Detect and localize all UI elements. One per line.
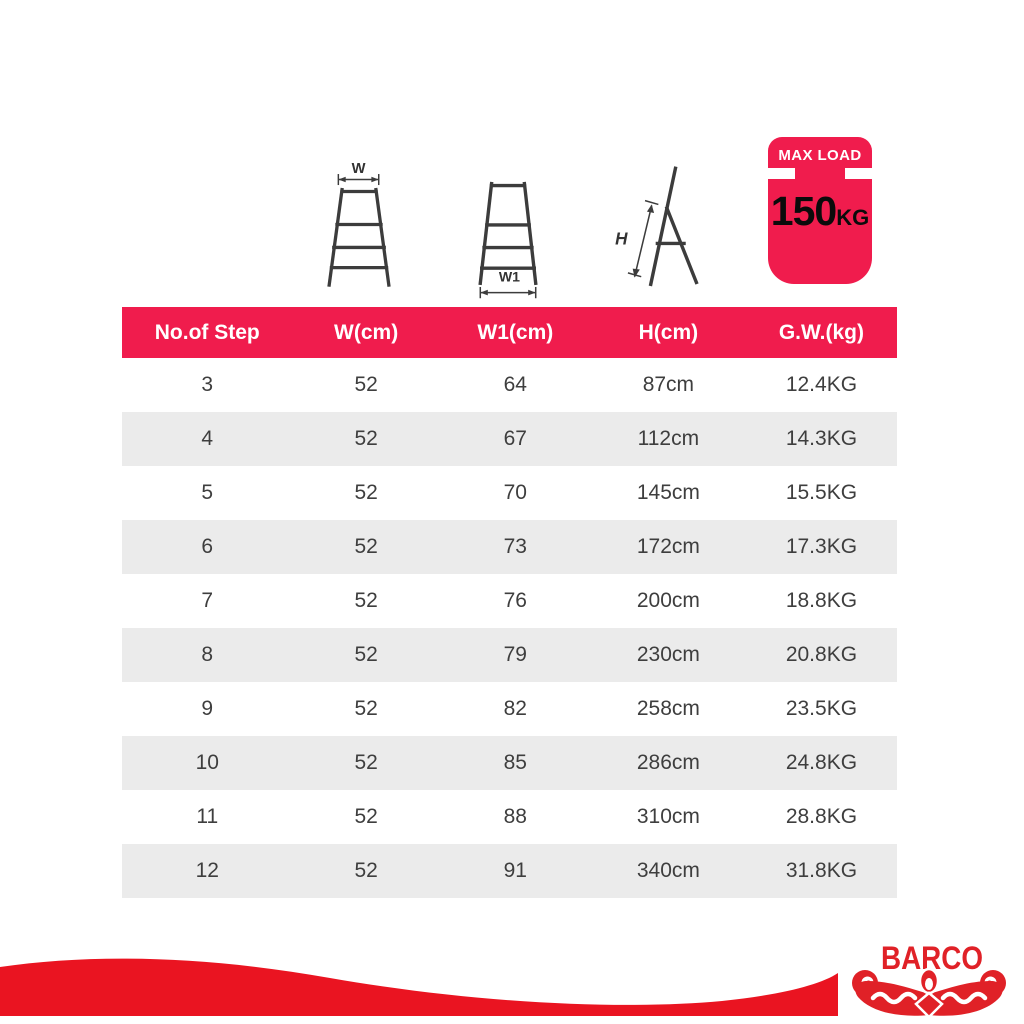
table-cell: 52 (354, 373, 378, 396)
table-cell: 230cm (636, 643, 700, 666)
table-header-cell: H(cm) (638, 320, 699, 344)
logo-ornament (852, 967, 1006, 1019)
table-cell: 79 (503, 643, 527, 666)
table-cell: 112cm (637, 427, 700, 450)
table-cell: 52 (354, 805, 378, 828)
ladder-outline (327, 187, 391, 287)
table-cell: 82 (503, 697, 527, 720)
table-cell: 20.8KG (785, 643, 858, 666)
table-cell: 3 (201, 373, 214, 396)
table-cell: 14.3KG (785, 427, 858, 450)
table-row: 12 52 91 340cm 31.8KG (122, 844, 897, 898)
table-cell: 200cm (636, 589, 700, 612)
table-cell: 52 (354, 643, 378, 666)
table-cell: 258cm (636, 697, 700, 720)
table-cell: 6 (201, 535, 214, 558)
base-width-dimension-label: W1 (499, 268, 520, 284)
table-cell: 7 (201, 589, 214, 612)
barco-logo: BARCO (852, 940, 1006, 1019)
table-header-cell: W1(cm) (477, 320, 554, 344)
max-load-title: MAX LOAD (778, 147, 862, 164)
ladder-outline (478, 181, 538, 286)
badge-notch-right (845, 168, 872, 179)
table-cell: 52 (354, 481, 378, 504)
spec-table-body: 3 52 64 87cm 12.4KG 4 52 67 112cm 14.3KG 5 52 70 145c… (122, 358, 897, 898)
table-row: 10 52 85 286cm 24.8KG (122, 736, 897, 790)
table-cell: 10 (195, 751, 219, 774)
spec-table-header: No.of Step W(cm) W1(cm) H(cm) G.W.(kg) (122, 307, 897, 358)
max-load-unit: KG (836, 205, 870, 230)
table-cell: 52 (354, 589, 378, 612)
table-cell: 23.5KG (785, 697, 858, 720)
table-cell: 87cm (642, 373, 695, 396)
ladder-outline (648, 166, 699, 287)
table-cell: 17.3KG (785, 535, 858, 558)
table-cell: 340cm (636, 859, 700, 882)
table-cell: 67 (503, 427, 527, 450)
max-load-number: 150 (770, 188, 837, 234)
table-cell: 28.8KG (785, 805, 858, 828)
table-header-cell: No.of Step (154, 320, 260, 344)
ladder-base-width-diagram: W1 (478, 181, 538, 299)
table-cell: 52 (354, 859, 378, 882)
max-load-value: 150KG (768, 191, 872, 232)
table-cell: 145cm (636, 481, 700, 504)
table-row: 8 52 79 230cm 20.8KG (122, 628, 897, 682)
table-cell: 52 (354, 427, 378, 450)
table-cell: 85 (503, 751, 527, 774)
table-cell: 52 (354, 697, 378, 720)
table-cell: 5 (201, 481, 214, 504)
table-cell: 8 (201, 643, 214, 666)
table-cell: 12 (195, 859, 219, 882)
table-cell: 52 (354, 751, 378, 774)
spec-table: No.of Step W(cm) W1(cm) H(cm) G.W.(kg) 3 52 64… (122, 307, 897, 898)
table-cell: 64 (503, 373, 527, 396)
table-row: 6 52 73 172cm 17.3KG (122, 520, 897, 574)
max-load-badge: MAX LOAD 150KG (768, 137, 872, 284)
table-cell: 18.8KG (785, 589, 858, 612)
table-cell: 70 (503, 481, 527, 504)
table-row: 5 52 70 145cm 15.5KG (122, 466, 897, 520)
width-dimension-label: W (352, 161, 366, 177)
table-row: 3 52 64 87cm 12.4KG (122, 358, 897, 412)
table-header-cell: W(cm) (334, 320, 399, 344)
table-cell: 24.8KG (785, 751, 858, 774)
table-cell: 286cm (636, 751, 700, 774)
table-cell: 11 (196, 805, 219, 828)
table-row: 7 52 76 200cm 18.8KG (122, 574, 897, 628)
table-cell: 12.4KG (785, 373, 858, 396)
table-row: 9 52 82 258cm 23.5KG (122, 682, 897, 736)
table-header-cell: G.W.(kg) (778, 320, 865, 344)
table-cell: 91 (503, 859, 527, 882)
table-cell: 76 (503, 589, 527, 612)
height-dimension-label: H (615, 229, 628, 248)
badge-notch-left (768, 168, 795, 179)
base-width-dimension-arrow (479, 286, 537, 299)
table-row: 11 52 88 310cm 28.8KG (122, 790, 897, 844)
table-cell: 172cm (636, 535, 700, 558)
table-cell: 310cm (636, 805, 700, 828)
table-cell: 9 (201, 697, 214, 720)
ladder-side-view-diagram: H (615, 166, 699, 287)
footer-wave-graphic (0, 958, 838, 1016)
table-cell: 52 (354, 535, 378, 558)
table-cell: 88 (503, 805, 527, 828)
table-cell: 73 (503, 535, 527, 558)
table-row: 4 52 67 112cm 14.3KG (122, 412, 897, 466)
table-cell: 4 (201, 427, 214, 450)
ladder-front-view-diagram: W (327, 161, 391, 287)
table-cell: 31.8KG (785, 859, 858, 882)
table-cell: 15.5KG (785, 481, 858, 504)
